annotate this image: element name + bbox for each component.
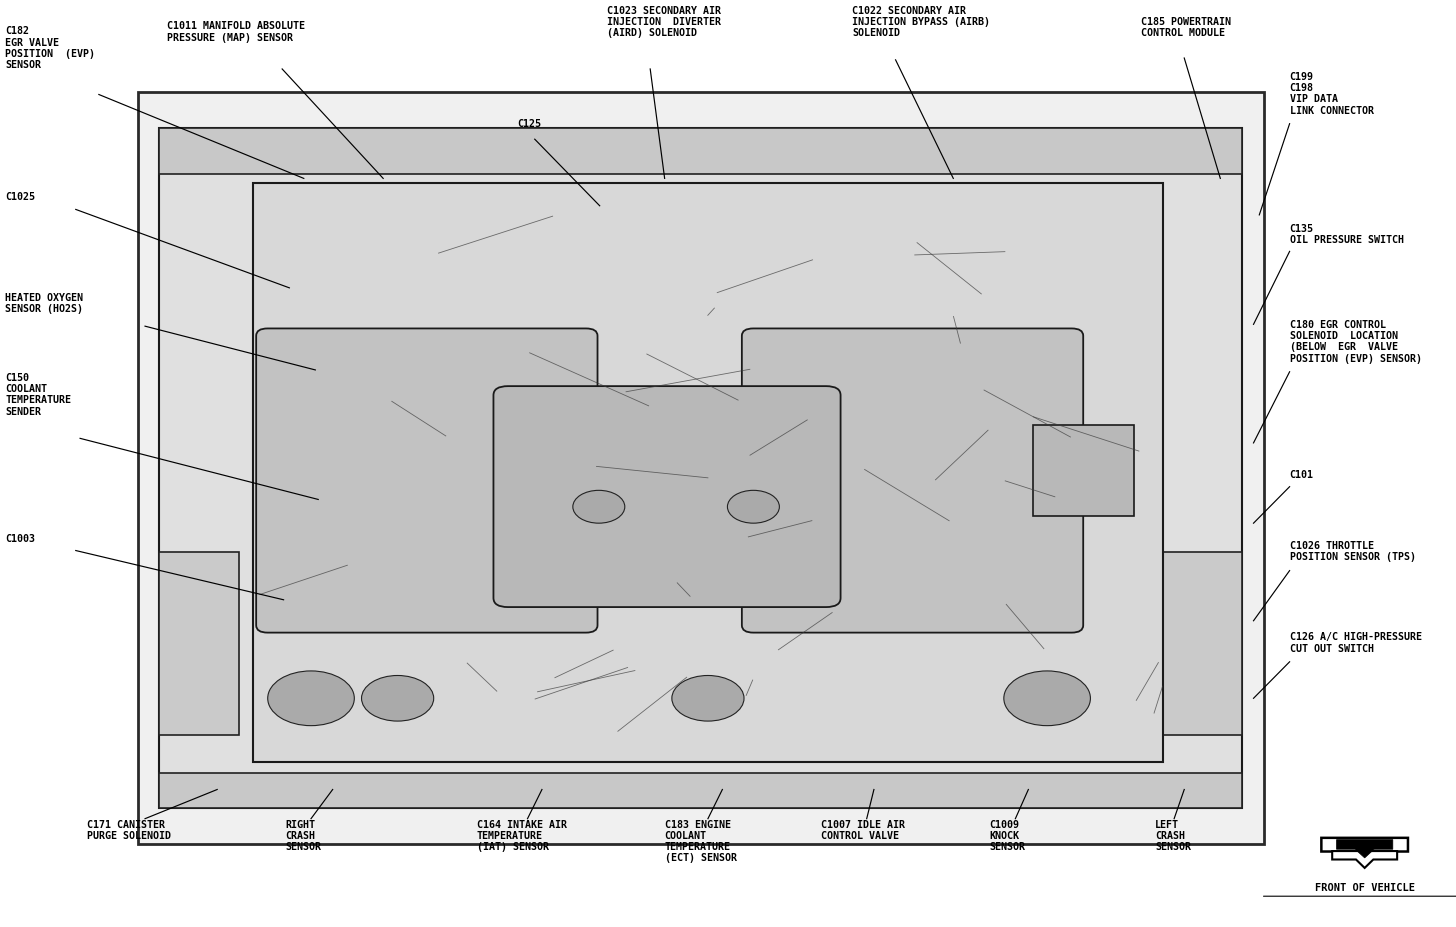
Text: HEATED OXYGEN
SENSOR (HO2S): HEATED OXYGEN SENSOR (HO2S) [4,293,83,314]
Text: C1003: C1003 [4,534,35,543]
Bar [160,773,1242,807]
Circle shape [728,490,779,524]
Text: RIGHT
CRASH
SENSOR: RIGHT CRASH SENSOR [285,819,320,851]
Bar [253,184,1162,762]
Text: C125: C125 [517,119,542,129]
FancyBboxPatch shape [256,329,597,633]
Circle shape [268,671,354,726]
Bar [138,93,1264,844]
Text: LEFT
CRASH
SENSOR: LEFT CRASH SENSOR [1156,819,1191,851]
Circle shape [1003,671,1091,726]
Text: C150
COOLANT
TEMPERATURE
SENDER: C150 COOLANT TEMPERATURE SENDER [4,373,71,416]
Circle shape [361,676,434,721]
Text: C1023 SECONDARY AIR
INJECTION  DIVERTER
(AIRD) SOLENOID: C1023 SECONDARY AIR INJECTION DIVERTER (… [607,6,721,38]
Polygon shape [1322,838,1408,860]
Text: C183 ENGINE
COOLANT
TEMPERATURE
(ECT) SENSOR: C183 ENGINE COOLANT TEMPERATURE (ECT) SE… [664,819,737,862]
Text: C1011 MANIFOLD ABSOLUTE
PRESSURE (MAP) SENSOR: C1011 MANIFOLD ABSOLUTE PRESSURE (MAP) S… [166,21,304,43]
Text: C1026 THROTTLE
POSITION SENSOR (TPS): C1026 THROTTLE POSITION SENSOR (TPS) [1290,540,1415,562]
Text: C182
EGR VALVE
POSITION  (EVP)
SENSOR: C182 EGR VALVE POSITION (EVP) SENSOR [4,26,95,70]
Polygon shape [1332,851,1398,868]
Bar [160,552,239,735]
Text: C180 EGR CONTROL
SOLENOID  LOCATION
(BELOW  EGR  VALVE
POSITION (EVP) SENSOR): C180 EGR CONTROL SOLENOID LOCATION (BELO… [1290,320,1421,363]
Polygon shape [1337,840,1393,858]
Text: C171 CANISTER
PURGE SOLENOID: C171 CANISTER PURGE SOLENOID [87,819,172,840]
Text: C199
C198
VIP DATA
LINK CONNECTOR: C199 C198 VIP DATA LINK CONNECTOR [1290,72,1373,116]
Text: C1009
KNOCK
SENSOR: C1009 KNOCK SENSOR [990,819,1025,851]
FancyBboxPatch shape [743,329,1083,633]
Bar [160,129,1242,807]
Text: C1025: C1025 [4,192,35,202]
Text: C126 A/C HIGH-PRESSURE
CUT OUT SWITCH: C126 A/C HIGH-PRESSURE CUT OUT SWITCH [1290,632,1421,653]
Circle shape [572,490,625,524]
Bar [160,129,1242,174]
Text: C101: C101 [1290,470,1313,480]
Circle shape [671,676,744,721]
Text: C135
OIL PRESSURE SWITCH: C135 OIL PRESSURE SWITCH [1290,223,1404,245]
Bar [1032,425,1134,516]
Text: C164 INTAKE AIR
TEMPERATURE
(IAT) SENSOR: C164 INTAKE AIR TEMPERATURE (IAT) SENSOR [478,819,566,851]
Text: FRONT OF VEHICLE: FRONT OF VEHICLE [1315,882,1415,892]
Text: C1007 IDLE AIR
CONTROL VALVE: C1007 IDLE AIR CONTROL VALVE [821,819,904,840]
FancyBboxPatch shape [494,387,840,607]
Text: C185 POWERTRAIN
CONTROL MODULE: C185 POWERTRAIN CONTROL MODULE [1142,17,1230,38]
Bar [1162,552,1242,735]
Text: C1022 SECONDARY AIR
INJECTION BYPASS (AIRB)
SOLENOID: C1022 SECONDARY AIR INJECTION BYPASS (AI… [852,6,990,38]
